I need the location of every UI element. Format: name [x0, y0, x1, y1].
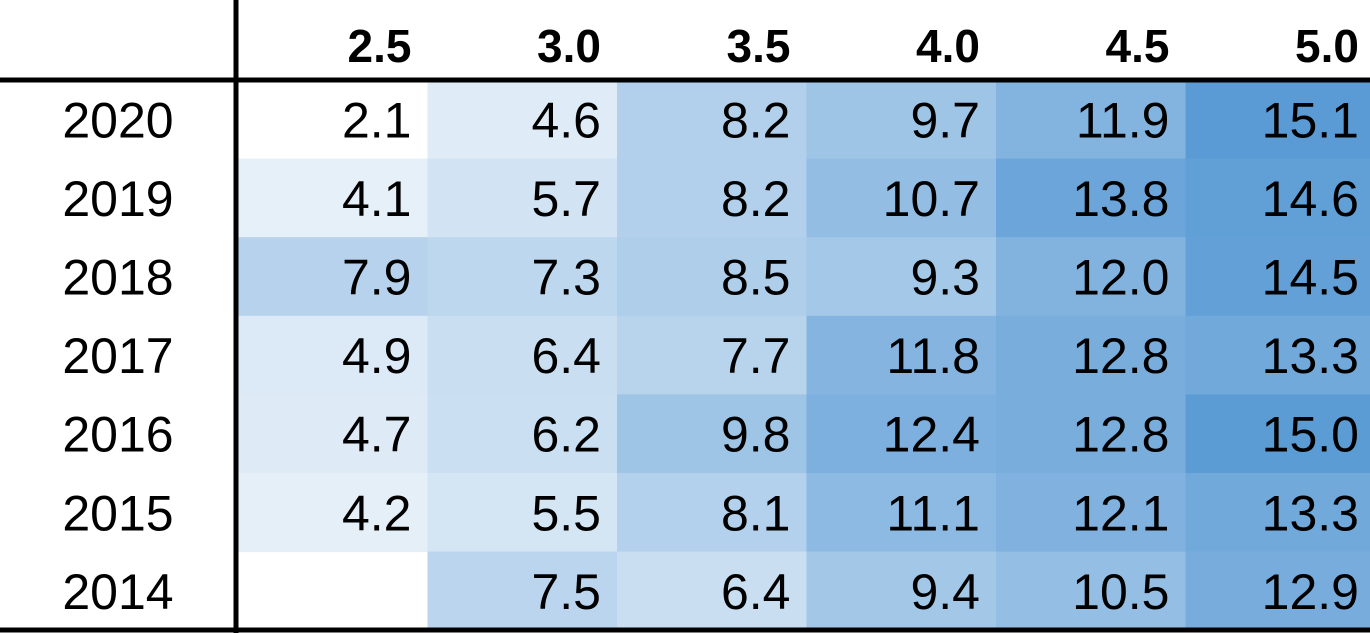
- cell-value: 7.3: [531, 250, 601, 306]
- heatmap-cell: [1185, 315, 1370, 395]
- cell-value: 4.9: [342, 328, 412, 384]
- column-header: 3.0: [537, 20, 601, 72]
- heatmap-cell: [1185, 473, 1370, 553]
- row-label: 2014: [62, 564, 173, 620]
- heatmap-cell: [238, 80, 428, 160]
- heatmap-cell: [238, 158, 428, 238]
- cell-value: 13.3: [1262, 328, 1359, 384]
- cell-value: 9.8: [721, 407, 791, 463]
- heatmap-cell: [1185, 394, 1370, 474]
- heatmap-cell: [806, 80, 997, 160]
- heatmap-cell: [617, 315, 807, 395]
- cell-value: 12.9: [1262, 564, 1359, 620]
- heatmap-cell: [427, 315, 618, 395]
- cell-value: 7.9: [342, 250, 412, 306]
- heatmap-cell: [1185, 551, 1370, 631]
- cell-value: 12.8: [1072, 328, 1169, 384]
- heatmap-cell: [806, 473, 997, 553]
- heatmap-cell: [617, 551, 807, 631]
- row-label: 2020: [62, 92, 173, 148]
- cell-value: 5.5: [531, 485, 601, 541]
- cell-value: 8.2: [721, 92, 791, 148]
- heatmap-cell: [806, 158, 997, 238]
- heatmap-cell: [996, 315, 1186, 395]
- cell-value: 6.2: [531, 407, 601, 463]
- row-label: 2017: [62, 328, 173, 384]
- cell-value: 6.4: [531, 328, 601, 384]
- row-label: 2015: [62, 485, 173, 541]
- cell-value: 5.7: [531, 171, 601, 227]
- cell-value: 6.4: [721, 564, 791, 620]
- heatmap-cell: [427, 394, 618, 474]
- heatmap-cell: [238, 473, 428, 553]
- cell-value: 4.2: [342, 485, 412, 541]
- cell-value: 8.5: [721, 250, 791, 306]
- heatmap-cell: [238, 394, 428, 474]
- cell-value: 4.6: [531, 92, 601, 148]
- cell-value: 12.8: [1072, 407, 1169, 463]
- cell-value: 14.6: [1262, 171, 1359, 227]
- heatmap-cell: [427, 80, 618, 160]
- cell-value: 9.7: [910, 92, 980, 148]
- cell-value: 13.8: [1072, 171, 1169, 227]
- heatmap-cell: [238, 237, 428, 317]
- column-header: 4.5: [1106, 20, 1170, 72]
- column-header: 5.0: [1295, 20, 1359, 72]
- row-label: 2016: [62, 407, 173, 463]
- heatmap-cell: [996, 80, 1186, 160]
- heatmap-cell: [617, 473, 807, 553]
- heatmap-cell: [1185, 80, 1370, 160]
- heatmap-cell: [996, 551, 1186, 631]
- column-header: 2.5: [348, 20, 412, 72]
- cell-value: 9.3: [910, 250, 980, 306]
- cell-value: 2.1: [342, 92, 412, 148]
- cell-value: 12.0: [1072, 250, 1169, 306]
- heatmap-cell: [617, 237, 807, 317]
- heatmap-cell: [806, 394, 997, 474]
- heatmap-cell: [427, 551, 618, 631]
- heatmap-cell: [996, 237, 1186, 317]
- cell-value: 13.3: [1262, 485, 1359, 541]
- heatmap-cell: [617, 394, 807, 474]
- cell-value: 4.1: [342, 171, 412, 227]
- heatmap-cell: [427, 158, 618, 238]
- column-header: 4.0: [916, 20, 980, 72]
- heatmap-cell: [806, 551, 997, 631]
- cell-value: 7.7: [721, 328, 791, 384]
- heatmap-cell: [617, 158, 807, 238]
- cell-value: 7.5: [531, 564, 601, 620]
- heatmap-cell: [996, 473, 1186, 553]
- cell-value: 11.9: [1076, 92, 1170, 148]
- row-label: 2018: [62, 250, 173, 306]
- cell-value: 10.7: [883, 171, 980, 227]
- heatmap-cell: [806, 237, 997, 317]
- column-header: 3.5: [727, 20, 791, 72]
- heatmap-cell: [996, 394, 1186, 474]
- heatmap-cell: [238, 315, 428, 395]
- heatmap-cell: [806, 315, 997, 395]
- cell-value: 9.4: [910, 564, 980, 620]
- cell-value: 15.0: [1262, 407, 1359, 463]
- cell-value: 11.1: [886, 485, 980, 541]
- cell-value: 12.4: [883, 407, 980, 463]
- cell-value: 8.2: [721, 171, 791, 227]
- cell-value: 10.5: [1072, 564, 1169, 620]
- cell-value: 15.1: [1262, 92, 1359, 148]
- heatmap-cell: [1185, 158, 1370, 238]
- row-label: 2019: [62, 171, 173, 227]
- cell-value: 14.5: [1262, 250, 1359, 306]
- heatmap-cell: [1185, 237, 1370, 317]
- cell-value: 11.8: [886, 328, 980, 384]
- cell-value: 12.1: [1072, 485, 1169, 541]
- cell-value: 8.1: [721, 485, 791, 541]
- heatmap-cell: [427, 473, 618, 553]
- heatmap-cell: [427, 237, 618, 317]
- heatmap-cell: [617, 80, 807, 160]
- cell-value: 4.7: [342, 407, 412, 463]
- heatmap-cell: [996, 158, 1186, 238]
